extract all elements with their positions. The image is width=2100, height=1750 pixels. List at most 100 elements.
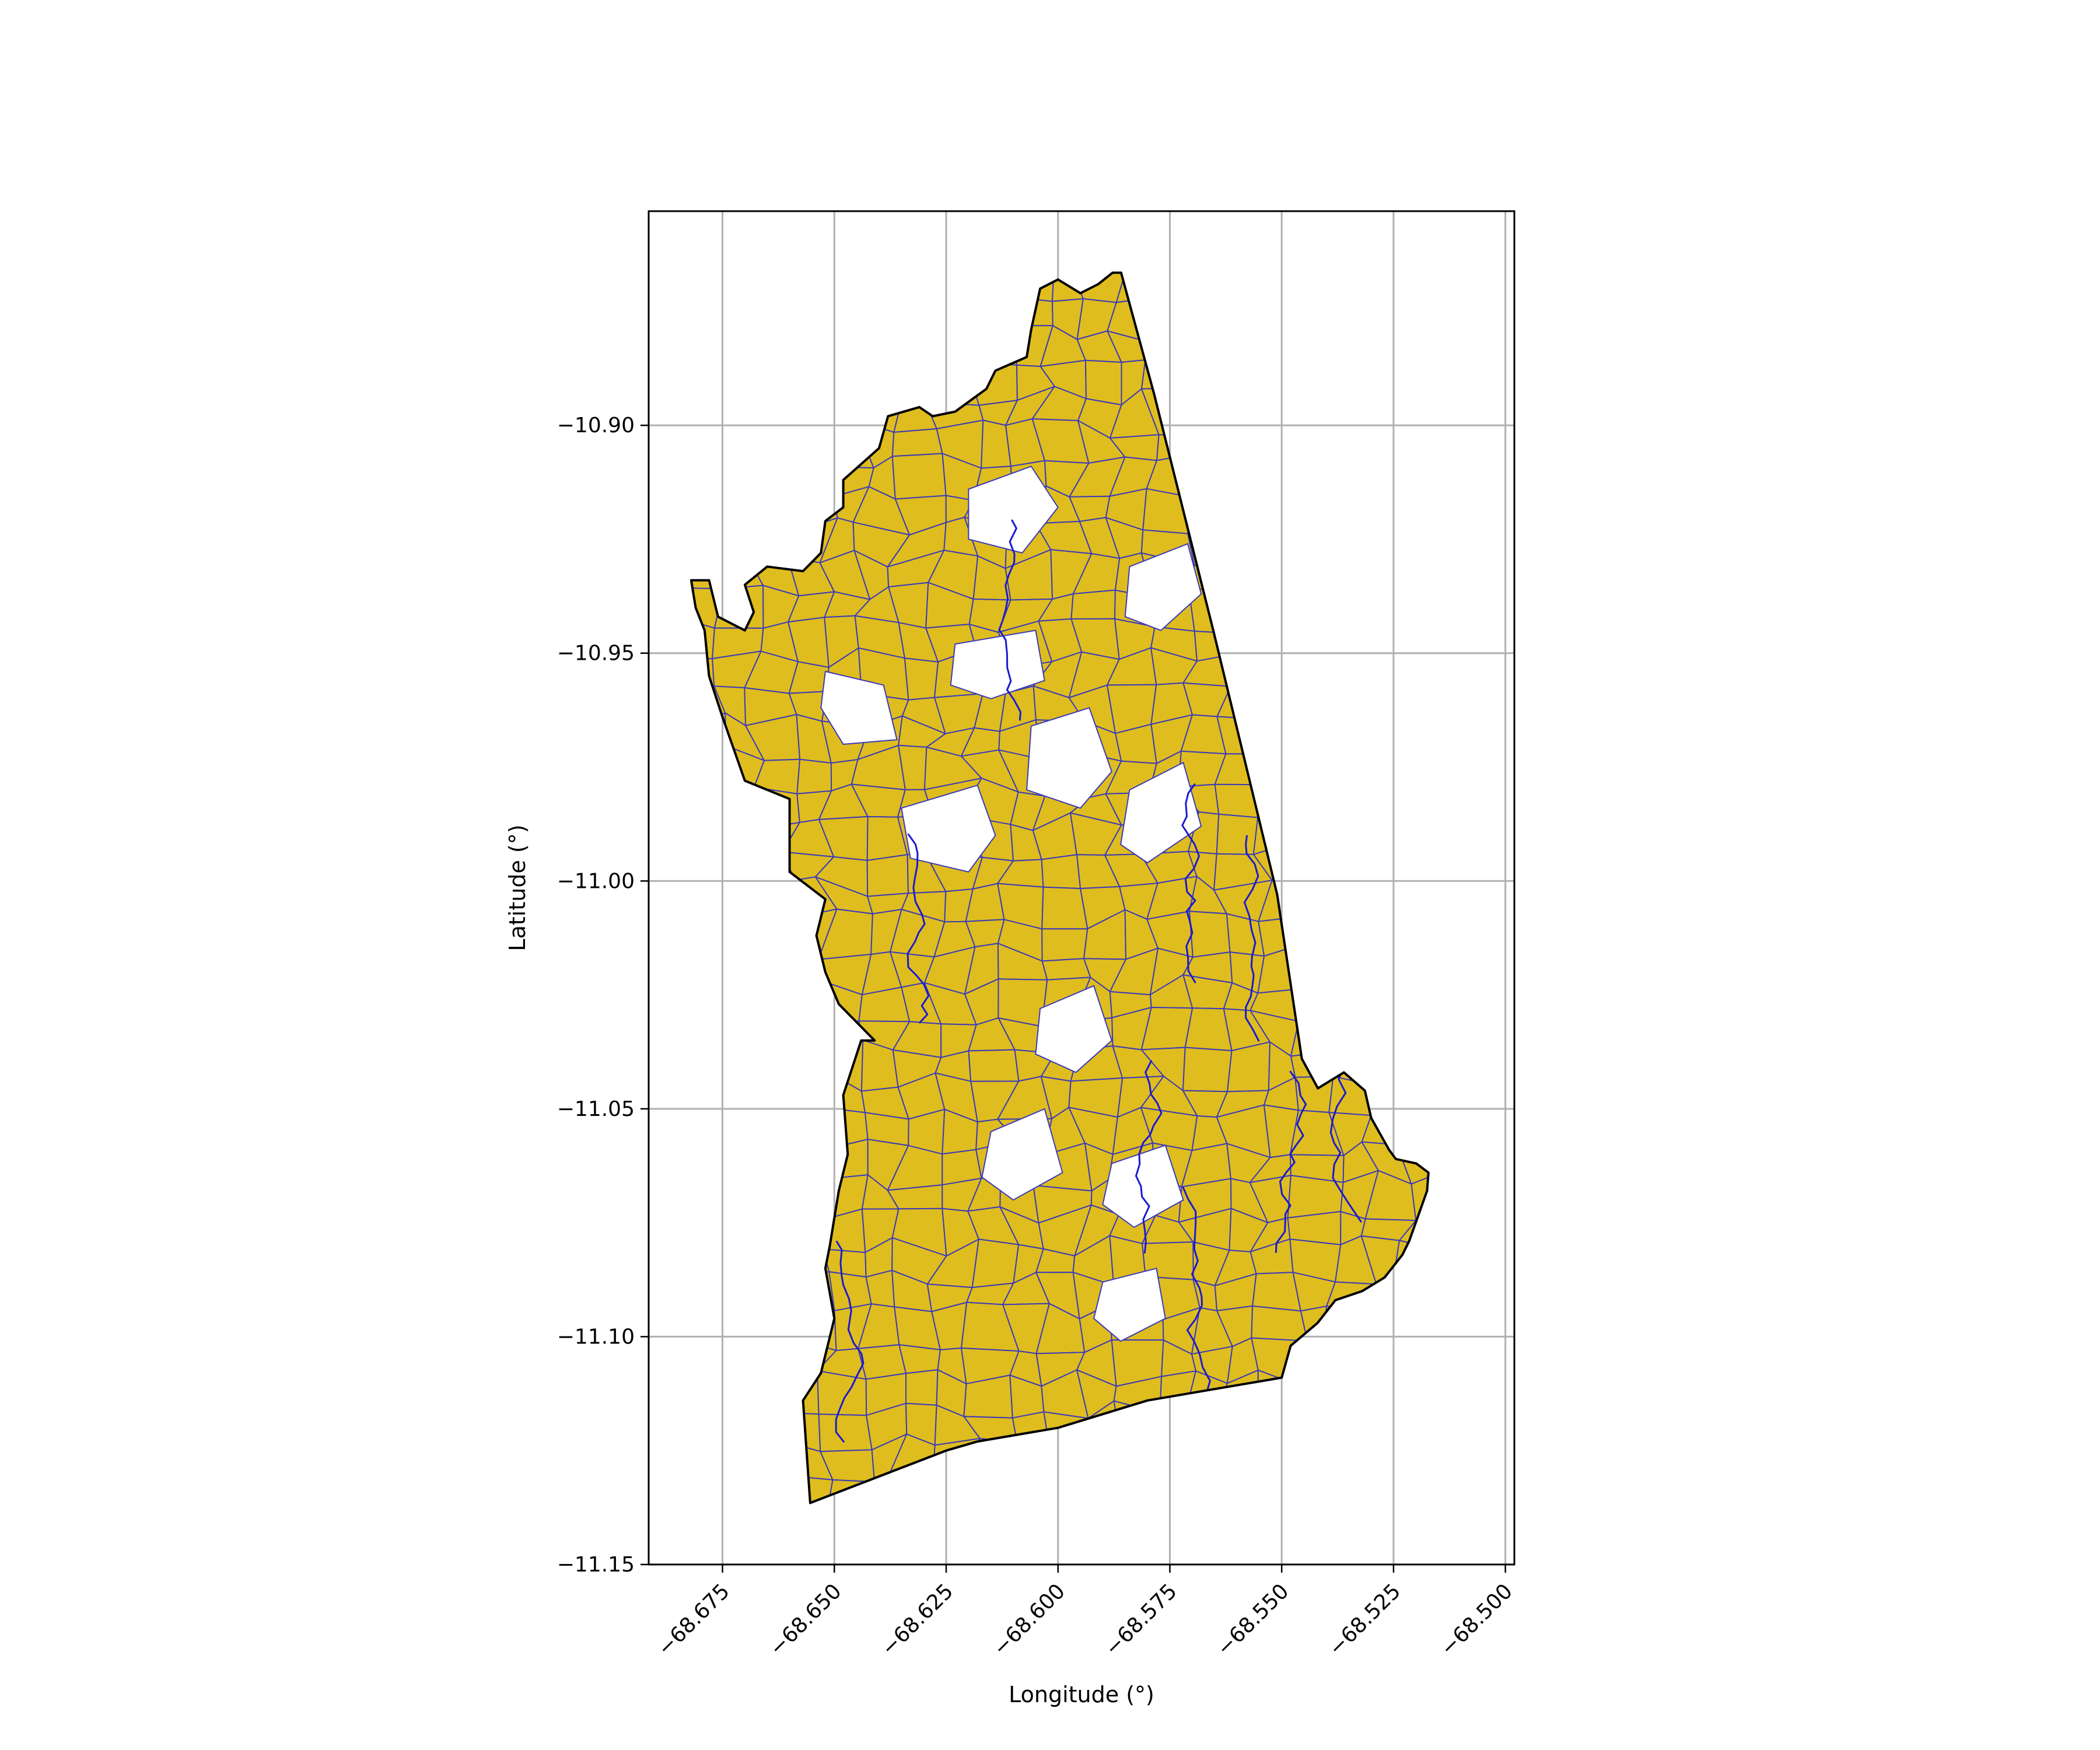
y-axis-label: Latitude (°)	[505, 824, 530, 951]
parcel	[1324, 296, 1363, 334]
parcel	[723, 386, 761, 440]
parcel	[793, 1219, 824, 1255]
parcel	[1377, 1430, 1408, 1483]
parcel	[691, 1273, 730, 1322]
parcel	[1430, 1314, 1473, 1345]
parcel	[1325, 364, 1377, 401]
parcel	[1155, 272, 1199, 297]
parcel	[1324, 909, 1364, 957]
parcel	[1226, 456, 1271, 490]
parcel	[1434, 1248, 1488, 1284]
parcel	[1367, 1372, 1414, 1416]
parcel	[1111, 1505, 1152, 1541]
parcel	[1394, 1269, 1429, 1318]
parcel	[1107, 1440, 1163, 1478]
parcel	[1078, 1476, 1126, 1503]
parcel	[1041, 928, 1088, 962]
parcel	[746, 484, 794, 537]
parcel	[1264, 426, 1294, 470]
parcel	[1113, 1400, 1163, 1443]
parcel	[784, 1370, 820, 1415]
parcel	[691, 461, 730, 499]
parcel	[1396, 272, 1429, 293]
parcel	[1406, 1409, 1429, 1444]
parcel	[1432, 984, 1489, 1027]
parcel	[1178, 1480, 1228, 1503]
parcel	[968, 1049, 1020, 1082]
parcel	[1213, 339, 1272, 373]
parcel	[765, 1475, 793, 1503]
parcel	[784, 1412, 821, 1452]
parcel	[1150, 1513, 1184, 1548]
river-line	[660, 1238, 690, 1438]
parcel	[1443, 1090, 1478, 1124]
parcel	[1304, 1466, 1325, 1503]
parcel	[724, 438, 752, 473]
parcel	[1263, 695, 1310, 725]
x-axis-ticks: −68.675 −68.650 −68.625 −68.600 −68.575 −68.5…	[653, 1564, 1517, 1661]
parcel	[745, 1401, 803, 1447]
parcel	[785, 397, 821, 432]
x-tick-label: −68.650	[765, 1579, 846, 1660]
parcel	[1325, 620, 1381, 657]
parcel	[751, 1372, 799, 1413]
parcel	[1289, 388, 1334, 430]
parcel	[1005, 1513, 1048, 1545]
parcel	[1265, 524, 1301, 557]
parcel	[785, 370, 839, 402]
parcel	[1362, 949, 1398, 990]
parcel	[1393, 948, 1429, 986]
parcel	[691, 488, 730, 537]
parcel	[1187, 527, 1231, 568]
parcel	[691, 367, 725, 397]
parcel	[794, 290, 834, 341]
parcel	[1403, 850, 1429, 895]
parcel	[1290, 1051, 1334, 1078]
parcel	[746, 452, 794, 487]
parcel	[1185, 454, 1233, 498]
parcel	[708, 877, 751, 923]
parcel	[1111, 1536, 1164, 1581]
river-line	[691, 960, 709, 1160]
y-tick-label: −10.90	[557, 414, 635, 438]
parcel	[1294, 753, 1342, 788]
parcel	[1011, 272, 1055, 302]
parcel	[1396, 1108, 1429, 1157]
river-line	[835, 1240, 864, 1443]
parcel	[1404, 356, 1429, 403]
axes-frame	[648, 210, 1516, 1566]
parcel	[1363, 1309, 1413, 1349]
parcel	[999, 1472, 1050, 1503]
parcel	[786, 421, 832, 471]
parcel	[850, 320, 894, 369]
parcel	[691, 712, 727, 749]
parcel	[716, 948, 762, 992]
parcel	[898, 1533, 940, 1579]
parcel	[1269, 465, 1303, 494]
parcel	[964, 325, 1017, 366]
parcel	[1433, 1436, 1482, 1480]
parcel	[1229, 484, 1271, 528]
parcel	[691, 1112, 715, 1158]
parcel	[1140, 292, 1194, 341]
parcel	[709, 338, 765, 369]
parcel	[1285, 695, 1343, 725]
map-layer	[660, 271, 1489, 1581]
parcel	[1292, 586, 1343, 631]
y-tick-label: −10.95	[557, 642, 635, 666]
parcel	[1289, 355, 1334, 401]
parcel	[1379, 593, 1418, 622]
y-tick-label: −11.00	[557, 869, 635, 893]
parcel	[1264, 617, 1301, 668]
parcel	[974, 292, 1018, 332]
parcel	[1224, 617, 1268, 668]
parcel	[751, 1081, 794, 1126]
parcel	[760, 1017, 800, 1045]
parcel	[751, 1042, 800, 1086]
parcel	[1432, 526, 1484, 569]
parcel	[691, 1235, 713, 1283]
parcel	[691, 1209, 710, 1245]
parcel	[708, 1235, 766, 1283]
parcel	[789, 1498, 830, 1503]
x-tick-label: −68.575	[1100, 1579, 1181, 1660]
